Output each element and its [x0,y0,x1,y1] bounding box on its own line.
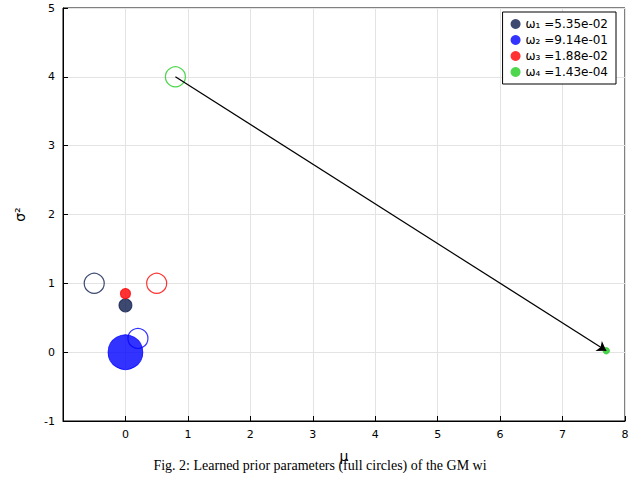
svg-text:3: 3 [309,428,316,441]
svg-text:0: 0 [122,428,129,441]
svg-text:8: 8 [622,428,629,441]
svg-text:Fig. 2: Learned prior paramete: Fig. 2: Learned prior parameters (full c… [153,458,486,474]
svg-text:σ²: σ² [12,207,28,222]
svg-text:-1: -1 [44,415,55,428]
svg-text:3: 3 [48,139,55,152]
svg-text:1: 1 [48,277,55,290]
svg-text:2: 2 [48,208,55,221]
svg-text:1: 1 [184,428,191,441]
svg-text:0: 0 [48,346,55,359]
svg-text:ω₄ =1.43e-04: ω₄ =1.43e-04 [526,65,608,79]
svg-text:6: 6 [497,428,504,441]
svg-text:4: 4 [372,428,379,441]
svg-text:2: 2 [247,428,254,441]
svg-text:7: 7 [559,428,566,441]
svg-text:5: 5 [434,428,441,441]
svg-text:ω₁ =5.35e-02: ω₁ =5.35e-02 [526,17,608,31]
svg-text:4: 4 [48,70,55,83]
svg-text:5: 5 [48,2,55,15]
svg-text:ω₂ =9.14e-01: ω₂ =9.14e-01 [526,33,608,47]
svg-text:ω₃ =1.88e-02: ω₃ =1.88e-02 [526,49,608,63]
svg-text:μ: μ [340,448,349,464]
